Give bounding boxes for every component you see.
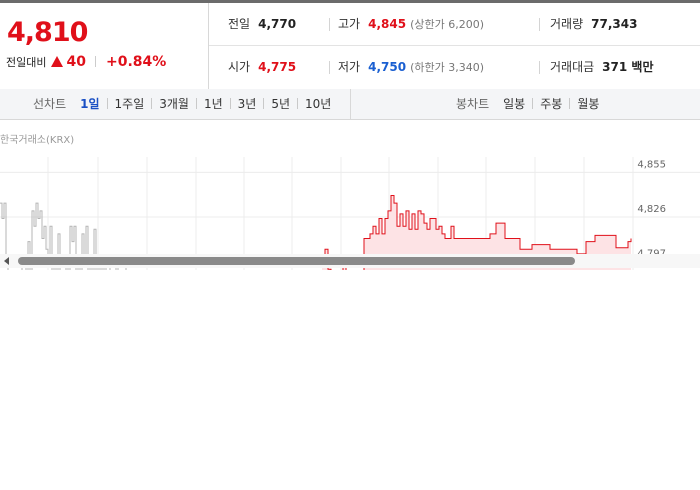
candle-tab-2[interactable]: 월봉 <box>577 97 600 111</box>
divider <box>329 18 330 31</box>
line-tab-5[interactable]: 5년 <box>271 97 291 111</box>
line-tab-3[interactable]: 1년 <box>203 97 223 111</box>
volume: 거래량 77,343 <box>550 3 637 45</box>
volume-label: 거래량 <box>550 17 584 31</box>
line-tab-list: 1일 1주일 3개월 1년 3년 5년 10년 <box>80 97 331 111</box>
current-price: 4,810 <box>7 17 88 48</box>
high-value: 4,845 <box>368 17 407 31</box>
line-chart-tabs: 선차트 1일 1주일 3개월 1년 3년 5년 10년 <box>33 89 331 119</box>
prev-close: 전일 4,770 <box>228 3 296 45</box>
series-area-1 <box>322 195 631 270</box>
line-tab-2[interactable]: 3개월 <box>159 97 189 111</box>
open-price: 시가 4,775 <box>228 46 296 88</box>
line-tab-0[interactable]: 1일 <box>80 97 100 111</box>
tab-divider <box>263 98 265 109</box>
volume-value: 77,343 <box>591 17 638 31</box>
prev-close-label: 전일 <box>228 17 251 31</box>
tab-divider <box>532 98 534 109</box>
low-value: 4,750 <box>368 60 407 74</box>
divider <box>539 18 540 31</box>
tab-divider <box>106 98 108 109</box>
high-price: 고가 4,845 (상한가 6,200) <box>338 3 484 45</box>
candle-chart-tabs: 봉차트 일봉 주봉 월봉 <box>456 89 599 119</box>
y-tick-label: 4,826 <box>637 204 666 215</box>
divider <box>329 61 330 74</box>
high-label: 고가 <box>338 17 361 31</box>
scroll-left-arrow-icon[interactable] <box>4 257 9 265</box>
up-triangle-icon <box>50 56 63 67</box>
line-tab-4[interactable]: 3년 <box>237 97 257 111</box>
upper-limit: (상한가 6,200) <box>410 18 484 31</box>
quote-panel: 4,810 전일대비 40 +0.84% 전일 4,770 고가 4,845 (상한가… <box>0 3 700 90</box>
low-price: 저가 4,750 (하한가 3,340) <box>338 46 484 88</box>
line-tab-1[interactable]: 1주일 <box>114 97 145 111</box>
amount-label: 거래대금 <box>550 60 595 74</box>
chart-source: 한국거래소(KRX) <box>0 135 75 146</box>
y-tick-label: 4,855 <box>637 159 666 170</box>
trade-amount: 거래대금 371 백만 <box>550 46 653 88</box>
divider <box>539 61 540 74</box>
price-change: 전일대비 40 +0.84% <box>6 54 166 70</box>
change-percent: +0.84% <box>105 54 167 70</box>
tab-divider <box>151 98 153 109</box>
tab-divider <box>229 98 231 109</box>
series-line-1 <box>322 194 632 270</box>
prev-close-value: 4,770 <box>258 17 297 31</box>
scrollbar-thumb[interactable] <box>18 257 575 265</box>
line-chart-title: 선차트 <box>33 97 67 111</box>
candle-tab-0[interactable]: 일봉 <box>503 97 526 111</box>
price-box: 4,810 전일대비 40 +0.84% <box>0 3 209 89</box>
tab-divider <box>297 98 299 109</box>
amount-value: 371 백만 <box>602 60 654 74</box>
chart-tab-bar: 선차트 1일 1주일 3개월 1년 3년 5년 10년 봉차트 일봉 주봉 월봉 <box>0 89 700 120</box>
quote-row-1: 전일 4,770 고가 4,845 (상한가 6,200) 거래량 77,343 <box>209 3 700 46</box>
change-label: 전일대비 <box>6 56 47 69</box>
candle-chart-title: 봉차트 <box>456 97 490 111</box>
lower-limit: (하한가 3,340) <box>410 61 484 74</box>
line-tab-6[interactable]: 10년 <box>305 97 332 111</box>
tab-divider <box>569 98 571 109</box>
tab-divider <box>195 98 197 109</box>
open-label: 시가 <box>228 60 251 74</box>
candle-tab-1[interactable]: 주봉 <box>540 97 563 111</box>
candle-tab-list: 일봉 주봉 월봉 <box>503 97 599 111</box>
open-value: 4,775 <box>258 60 297 74</box>
top-border <box>0 0 700 3</box>
divider <box>95 56 97 67</box>
line-chart-tabs-panel: 선차트 1일 1주일 3개월 1년 3년 5년 10년 <box>0 89 351 119</box>
change-amount: 40 <box>66 54 86 70</box>
quote-row-2: 시가 4,775 저가 4,750 (하한가 3,340) 거래대금 371 백만 <box>209 46 700 88</box>
low-label: 저가 <box>338 60 361 74</box>
